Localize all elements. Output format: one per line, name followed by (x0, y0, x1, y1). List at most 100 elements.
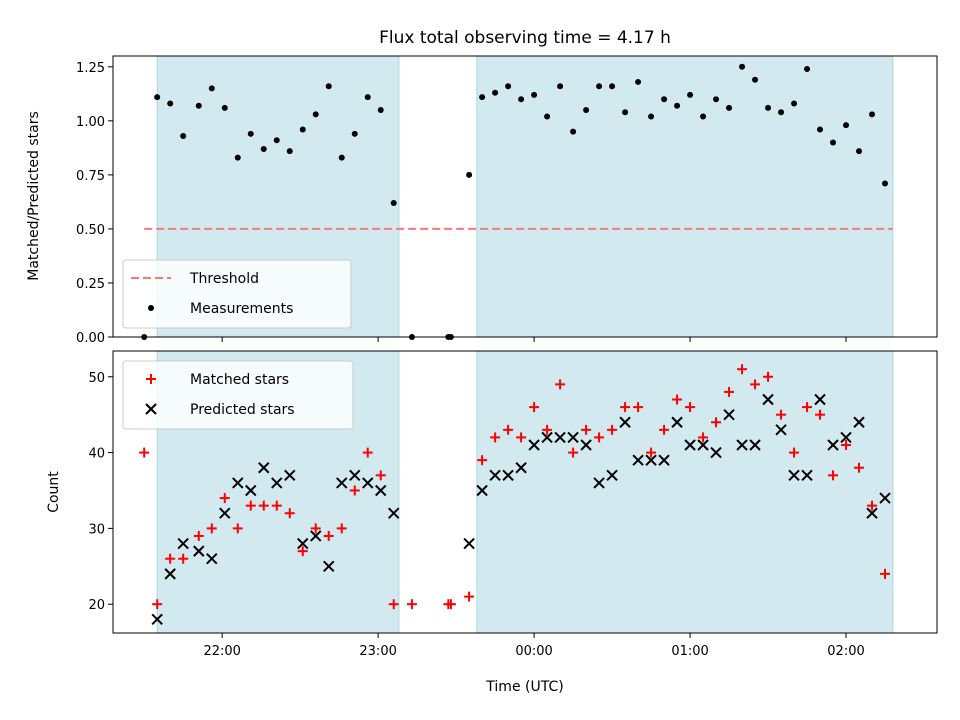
y-tick-label: 50 (88, 371, 105, 386)
matched-star-marker (362, 447, 373, 458)
matched-star-marker (464, 591, 475, 602)
measurement-point (544, 113, 551, 120)
ratio-panel: 0.00 0.25 0.50 0.75 1.00 1.25 Threshold Measure… (76, 55, 938, 346)
matched-star-marker (271, 500, 282, 511)
legend-box (122, 360, 354, 430)
chart-title: Flux total observing time = 4.17 h (379, 28, 671, 48)
measurement-point (804, 65, 811, 72)
predicted-star-marker (528, 439, 540, 451)
measurement-point (713, 96, 720, 103)
matched-star-marker (776, 409, 787, 420)
predicted-star-marker (671, 416, 683, 428)
marker-stroke (567, 431, 579, 444)
predicted-star-marker (151, 613, 163, 626)
predicted-star-marker (736, 439, 748, 451)
measurement-point (260, 145, 267, 152)
predicted-star-marker (749, 439, 761, 451)
marker-stroke (271, 477, 283, 489)
measurement-point (247, 130, 254, 137)
y-tick-label: 20 (88, 598, 105, 613)
predicted-star-marker (853, 416, 865, 428)
measurement-point (622, 109, 629, 116)
matched-star-marker (503, 424, 514, 435)
measurement-point (830, 139, 837, 146)
predicted-star-marker (658, 454, 670, 466)
marker-stroke (645, 454, 657, 466)
marker-stroke (840, 431, 852, 444)
predicted-star-marker (762, 393, 774, 406)
matched-star-marker (219, 493, 230, 504)
bottom-y-axis-label: Count (46, 471, 62, 513)
predicted-star-marker (164, 568, 176, 580)
marker-stroke (866, 507, 878, 519)
marker-stroke (788, 469, 800, 482)
marker-stroke (580, 439, 592, 451)
matched-star-marker (841, 440, 852, 450)
matched-star-marker (284, 508, 295, 519)
matched-star-marker (542, 424, 553, 435)
marker-stroke (375, 484, 387, 497)
predicted-star-marker (232, 477, 244, 489)
predicted-star-marker (388, 507, 400, 519)
marker-stroke (336, 477, 348, 489)
measurement-point (557, 83, 564, 90)
matched-star-marker (152, 599, 163, 610)
marker-stroke (853, 416, 865, 428)
predicted-star-marker (619, 416, 631, 428)
predicted-star-marker (866, 507, 878, 519)
predicted-star-marker (788, 469, 800, 482)
measurement-point (312, 111, 319, 118)
top-y-axis-label: Matched/Predicted stars (26, 111, 42, 281)
measurement-point (882, 180, 889, 187)
legend-predicted-swatch (145, 403, 157, 415)
predicted-star-marker (245, 484, 257, 497)
marker-stroke (193, 545, 205, 557)
measurement-point (364, 94, 371, 101)
predicted-star-marker (489, 469, 501, 482)
predicted-star-marker (297, 537, 309, 550)
marker-stroke (671, 416, 683, 428)
measurement-point (195, 102, 202, 109)
matched-star-marker (388, 599, 399, 610)
measurement-point (377, 107, 384, 114)
measurement-point (531, 91, 538, 98)
matched-star-marker (737, 364, 748, 375)
marker-stroke (619, 416, 631, 428)
matched-star-marker (633, 402, 644, 413)
matched-star-marker (581, 424, 592, 435)
matched-star-marker (568, 447, 579, 458)
predicted-star-marker (362, 477, 374, 489)
measurement-point (505, 83, 512, 90)
matched-star-marker (406, 599, 417, 610)
legend-measurement-swatch (148, 305, 154, 311)
matched-star-marker (245, 500, 256, 511)
measurement-point (208, 85, 215, 92)
predicted-star-marker (541, 431, 553, 444)
marker-stroke (258, 462, 270, 474)
matched-star-marker (698, 432, 709, 443)
predicted-star-marker (606, 469, 618, 482)
predicted-star-marker (775, 424, 787, 436)
matched-star-marker (375, 470, 386, 481)
predicted-star-marker (476, 484, 488, 497)
predicted-star-marker (515, 462, 527, 474)
axes-frame (112, 350, 938, 634)
marker-stroke (362, 477, 374, 489)
predicted-star-marker (879, 492, 891, 504)
legend-label: Threshold (189, 271, 259, 287)
count-panel: 20 30 40 50 22:00 23:00 00:00 01:00 02:00 Matched… (88, 350, 938, 659)
matched-star-marker (232, 523, 243, 534)
marker-stroke (632, 454, 644, 466)
predicted-star-marker (567, 431, 579, 444)
marker-stroke (206, 553, 218, 565)
y-tick-label: 0.75 (76, 169, 105, 184)
matched-star-marker (516, 432, 527, 443)
matched-star-marker (789, 447, 800, 458)
predicted-star-marker (723, 408, 735, 421)
matched-star-marker (336, 523, 347, 534)
measurement-point (843, 122, 850, 129)
measurement-point (338, 154, 345, 161)
predicted-star-marker (710, 446, 722, 459)
matched-star-marker (828, 470, 839, 481)
marker-stroke (515, 462, 527, 474)
